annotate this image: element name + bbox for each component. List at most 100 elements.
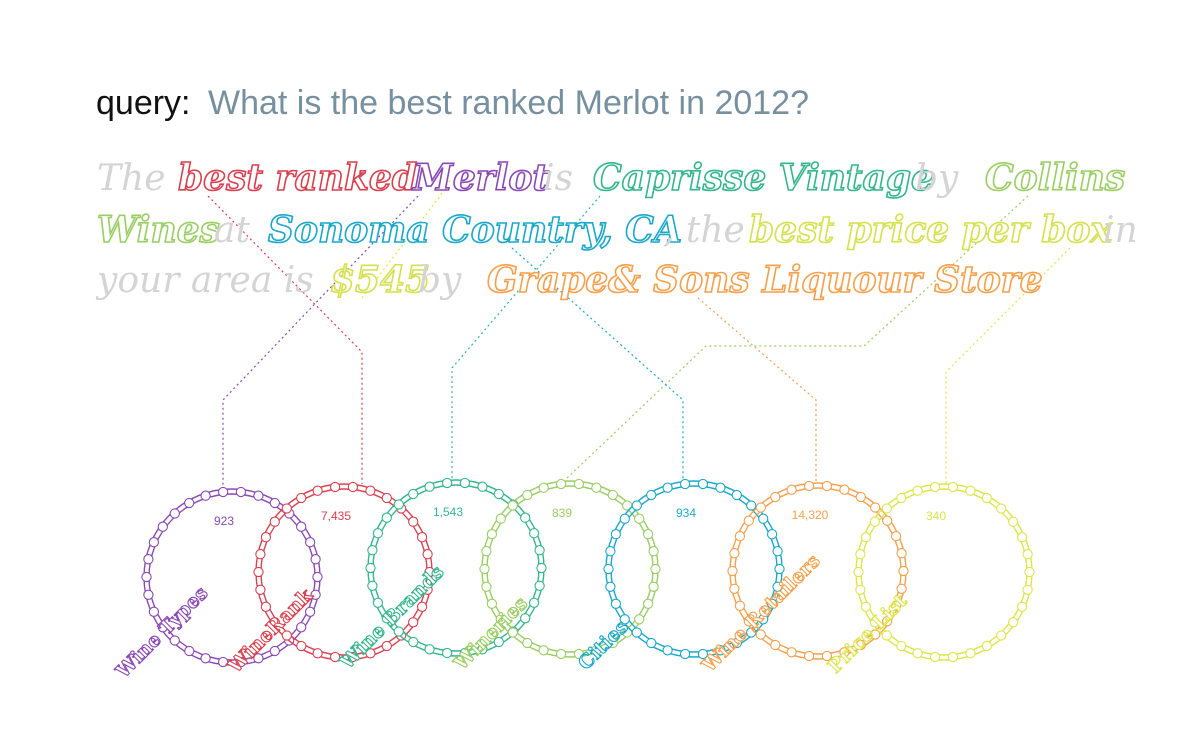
ring-node: [408, 636, 419, 648]
ring-node: [260, 532, 272, 543]
ring-node: [269, 497, 280, 509]
ring-node: [607, 489, 618, 501]
ring-node: [422, 584, 433, 595]
ring-node: [786, 647, 797, 658]
ring-node: [393, 626, 404, 637]
ring-node: [538, 482, 549, 493]
ring-node: [528, 597, 540, 608]
answer-highlight: Grape& Sons Liquour Store: [487, 259, 1043, 301]
ring-node: [381, 512, 392, 523]
ring-node: [679, 478, 691, 490]
ring-node: [347, 651, 359, 663]
ring-node: [184, 645, 195, 657]
answer-highlight: Sonoma Country, CA: [268, 209, 682, 251]
ring-node: [634, 614, 645, 625]
answer-text: at: [214, 210, 250, 251]
source-name: Cities: [574, 616, 633, 675]
ring-node: [981, 492, 992, 504]
ring-node: [947, 481, 959, 493]
ring-node: [312, 648, 323, 659]
ring-node: [679, 648, 691, 660]
ring-node: [534, 545, 545, 556]
ring-node: [766, 598, 778, 609]
source-name: Wine Brands: [335, 561, 448, 674]
ring-node: [520, 613, 531, 624]
ring-node: [365, 562, 376, 574]
ring-node: [459, 647, 471, 659]
ring-node: [495, 614, 506, 625]
ring-node: [755, 502, 766, 513]
ring-node: [367, 580, 378, 591]
ring-node: [157, 622, 168, 633]
ring-node: [896, 492, 907, 504]
ring-node: [734, 531, 746, 542]
ring-node: [1022, 549, 1033, 560]
ring-node: [746, 500, 757, 511]
ring-node: [235, 486, 247, 498]
ring-node: [296, 622, 307, 633]
source-count: 1,543: [433, 505, 463, 519]
ring-node: [996, 630, 1007, 641]
ring-node: [947, 651, 959, 663]
ring-node: [312, 485, 323, 496]
ring-node: [424, 481, 435, 492]
ring-node: [734, 600, 746, 611]
ring-node: [662, 482, 673, 493]
ring-node: [365, 485, 376, 496]
ring-node: [573, 478, 585, 490]
ring-node: [896, 548, 907, 559]
ring-node: [235, 656, 247, 668]
answer-text: is: [543, 158, 573, 199]
answer-highlight: $545: [330, 259, 430, 301]
ring-node: [408, 488, 419, 500]
connector-line: [451, 195, 601, 480]
ring-node: [269, 516, 280, 527]
ring-node: [217, 486, 229, 498]
ring-node: [528, 528, 540, 539]
answer-text: by: [418, 260, 462, 301]
ring-node: [481, 581, 492, 592]
ring-node: [495, 513, 506, 524]
ring-node: [605, 546, 616, 557]
answer-highlight: Caprisse Vintage: [593, 157, 934, 199]
ring-node: [772, 546, 783, 557]
source-ring: 923 Wine Types: [111, 486, 323, 684]
ring-node: [269, 645, 280, 657]
ring-node: [642, 598, 654, 609]
ring-node: [642, 529, 654, 540]
ring-node: [855, 639, 866, 651]
connector-line: [361, 179, 451, 299]
ring-node: [770, 639, 781, 651]
ring-node: [329, 481, 341, 493]
ring-node: [1016, 601, 1028, 612]
ring-node: [408, 516, 419, 527]
ring-node: [143, 589, 154, 600]
ring-node: [821, 480, 833, 492]
ring-node: [882, 515, 893, 526]
ring-node: [372, 597, 384, 608]
ring-node: [143, 554, 154, 565]
ring-node: [573, 648, 585, 660]
answer-text: your area is: [95, 260, 314, 301]
ring-node: [607, 637, 618, 649]
ring-node: [981, 640, 992, 652]
ring-node: [477, 644, 488, 655]
answer-highlight: best price per box: [749, 209, 1112, 251]
source-count: 7,435: [321, 509, 351, 523]
ring-node: [538, 645, 549, 656]
ring-node: [996, 503, 1007, 514]
ring-node: [534, 580, 545, 591]
ring-node: [803, 650, 815, 662]
ring-node: [715, 645, 726, 656]
source-ring: 934 Cities: [573, 478, 785, 675]
ring-node: [520, 512, 531, 523]
ring-node: [169, 508, 180, 519]
ring-node: [441, 477, 453, 489]
connector-line: [564, 195, 1029, 481]
ring-node: [662, 645, 673, 656]
ring-node: [408, 617, 419, 628]
